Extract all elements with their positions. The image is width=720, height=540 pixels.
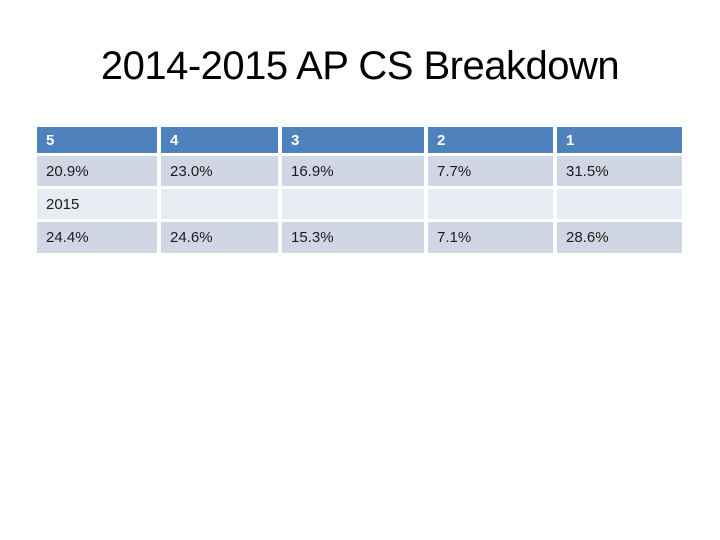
table-cell: 24.4% bbox=[37, 222, 157, 253]
slide-title: 2014-2015 AP CS Breakdown bbox=[100, 44, 620, 88]
table-cell bbox=[161, 189, 278, 219]
table-cell: 24.6% bbox=[161, 222, 278, 253]
table-cell: 7.7% bbox=[428, 156, 553, 186]
table-cell: 23.0% bbox=[161, 156, 278, 186]
table-cell bbox=[428, 189, 553, 219]
table-header-cell-1: 1 bbox=[557, 127, 682, 153]
table-cell: 7.1% bbox=[428, 222, 553, 253]
table-cell: 20.9% bbox=[37, 156, 157, 186]
table-cell: 31.5% bbox=[557, 156, 682, 186]
ap-score-table: 5 4 3 2 1 20.9% 23.0% 16.9% 7.7% 31.5% 2… bbox=[37, 127, 682, 253]
table-cell bbox=[557, 189, 682, 219]
table-cell: 16.9% bbox=[282, 156, 424, 186]
table-header-cell-2: 2 bbox=[428, 127, 553, 153]
table-cell bbox=[282, 189, 424, 219]
table-header-cell-5: 5 bbox=[37, 127, 157, 153]
table-cell-year-label: 2015 bbox=[37, 189, 157, 219]
table-cell: 15.3% bbox=[282, 222, 424, 253]
table-header-cell-4: 4 bbox=[161, 127, 278, 153]
table-header-cell-3: 3 bbox=[282, 127, 424, 153]
table-cell: 28.6% bbox=[557, 222, 682, 253]
